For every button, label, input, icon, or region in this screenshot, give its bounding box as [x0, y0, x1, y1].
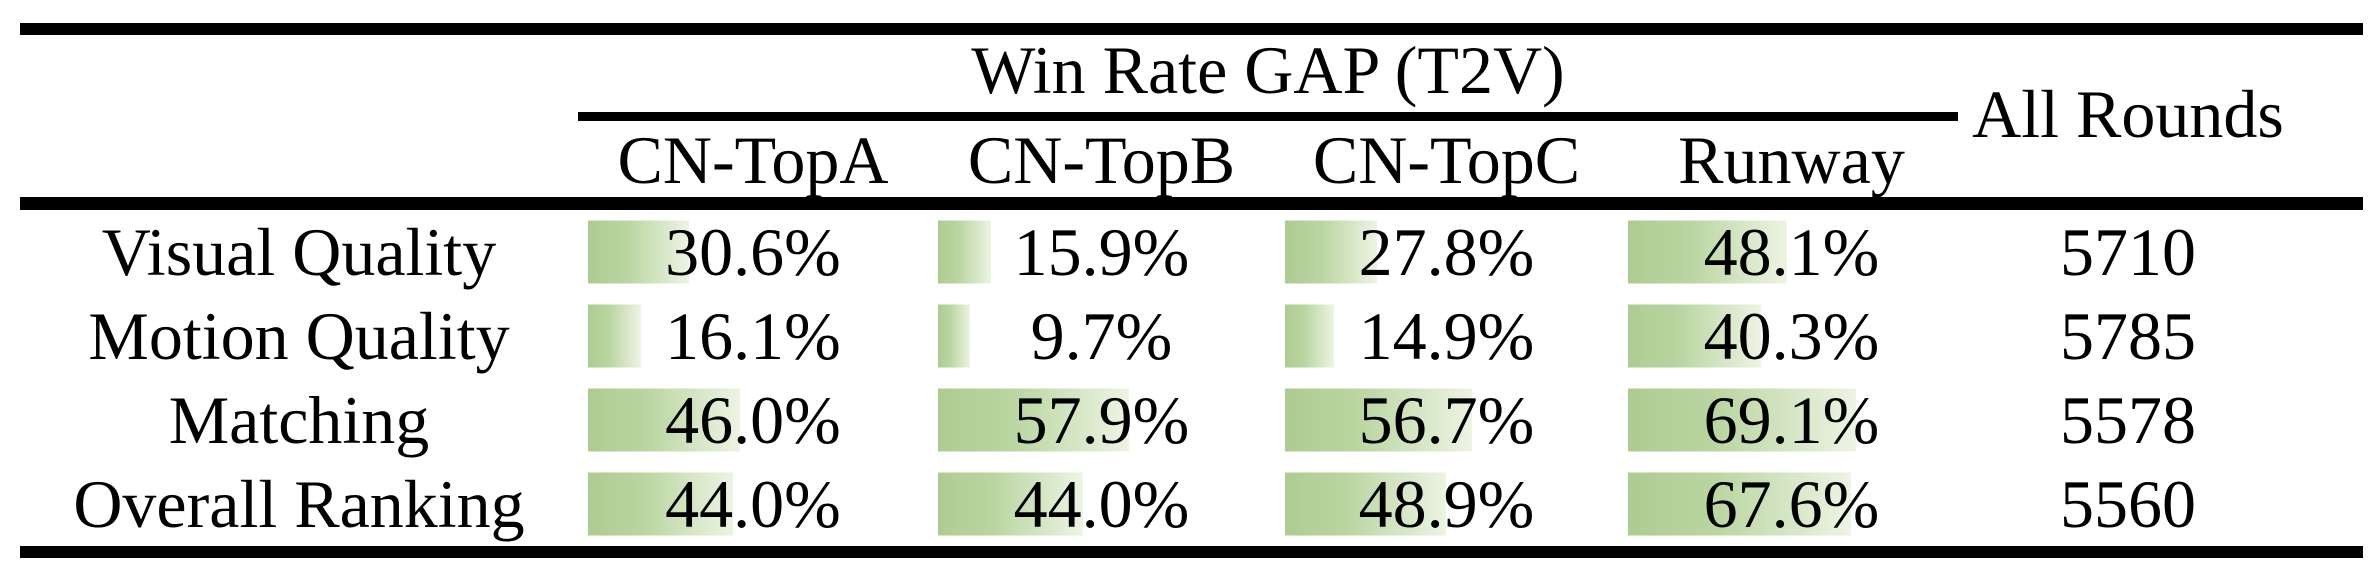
win-rate-value: 57.9% — [1013, 382, 1190, 458]
table-row: Visual Quality 30.6% 15.9% 27.8% 48.1% 5710 — [20, 210, 2363, 294]
data-bar — [588, 388, 740, 452]
data-bar — [588, 220, 689, 284]
win-rate-value: 40.3% — [1703, 298, 1880, 374]
win-rate-value: 67.6% — [1703, 466, 1880, 542]
data-bar — [1285, 388, 1473, 452]
row-label: Overall Ranking — [73, 466, 525, 542]
win-rate-cell: 56.7% — [1275, 378, 1618, 462]
win-rate-cell: 69.1% — [1618, 378, 1965, 462]
win-rate-value: 48.1% — [1703, 214, 1880, 290]
row-label: Motion Quality — [88, 298, 510, 374]
data-bar — [1628, 304, 1761, 368]
all-rounds-value: 5578 — [2060, 382, 2196, 458]
data-bar — [1285, 472, 1447, 536]
win-rate-value: 69.1% — [1703, 382, 1880, 458]
all-rounds-value: 5785 — [2060, 298, 2196, 374]
row-label-header-empty — [20, 122, 578, 197]
table-body: Visual Quality 30.6% 15.9% 27.8% 48.1% 5710 Mo… — [20, 210, 2363, 546]
data-bar — [1628, 220, 1787, 284]
all-rounds-value: 5710 — [2060, 214, 2196, 290]
win-rate-cell: 9.7% — [928, 294, 1275, 378]
win-rate-value: 30.6% — [665, 214, 841, 290]
header-separator-rule — [20, 197, 2363, 210]
win-rate-value: 9.7% — [1030, 298, 1173, 374]
win-rate-cell: 27.8% — [1275, 210, 1618, 294]
table-row: Motion Quality 16.1% 9.7% 14.9% 40.3% 5785 — [20, 294, 2363, 378]
data-bar — [1628, 472, 1852, 536]
column-header-row: CN-TopA CN-TopB CN-TopC Runway — [20, 122, 2363, 197]
win-rate-cell: 46.0% — [578, 378, 928, 462]
win-rate-cell: 16.1% — [578, 294, 928, 378]
data-bar — [938, 388, 1130, 452]
win-rate-cell: 67.6% — [1618, 462, 1965, 546]
data-bar — [1628, 388, 1856, 452]
row-label: Matching — [168, 382, 430, 458]
top-rule — [20, 23, 2363, 35]
win-rate-value: 15.9% — [1013, 214, 1190, 290]
win-rate-value: 44.0% — [665, 466, 841, 542]
win-rate-value: 56.7% — [1358, 382, 1535, 458]
win-rate-cell: 44.0% — [578, 462, 928, 546]
win-rate-value: 27.8% — [1358, 214, 1535, 290]
win-rate-value: 44.0% — [1013, 466, 1190, 542]
table-title: Win Rate GAP (T2V) — [971, 32, 1565, 108]
win-rate-value: 16.1% — [665, 298, 841, 374]
all-rounds-header-spacer — [1965, 122, 2363, 197]
data-bar — [588, 472, 734, 536]
win-rate-value: 48.9% — [1358, 466, 1535, 542]
row-label: Visual Quality — [101, 214, 497, 290]
data-bar — [938, 304, 970, 368]
win-rate-value: 46.0% — [665, 382, 841, 458]
data-bar — [1285, 304, 1335, 368]
win-rate-cell: 48.1% — [1618, 210, 1965, 294]
win-rate-cell: 15.9% — [928, 210, 1275, 294]
all-rounds-value: 5560 — [2060, 466, 2196, 542]
win-rate-cell: 14.9% — [1275, 294, 1618, 378]
win-rate-cell: 30.6% — [578, 210, 928, 294]
win-rate-value: 14.9% — [1358, 298, 1535, 374]
data-bar — [588, 304, 642, 368]
column-header-cn-topb: CN-TopB — [967, 121, 1236, 198]
win-rate-cell: 40.3% — [1618, 294, 1965, 378]
table-row: Matching 46.0% 57.9% 56.7% 69.1% 5578 — [20, 378, 2363, 462]
data-bar — [938, 472, 1084, 536]
column-header-cn-topc: CN-TopC — [1312, 121, 1581, 198]
win-rate-cell: 48.9% — [1275, 462, 1618, 546]
win-rate-cell: 44.0% — [928, 462, 1275, 546]
data-bar — [1285, 220, 1377, 284]
win-rate-cell: 57.9% — [928, 378, 1275, 462]
column-header-runway: Runway — [1678, 121, 1905, 198]
all-rounds-header: All Rounds — [1972, 75, 2284, 152]
title-underline-rule — [578, 112, 1958, 121]
column-header-cn-topa: CN-TopA — [617, 121, 889, 198]
data-bar — [938, 220, 991, 284]
table-row: Overall Ranking 44.0% 44.0% 48.9% 67.6% 5560 — [20, 462, 2363, 546]
bottom-rule — [20, 546, 2363, 558]
